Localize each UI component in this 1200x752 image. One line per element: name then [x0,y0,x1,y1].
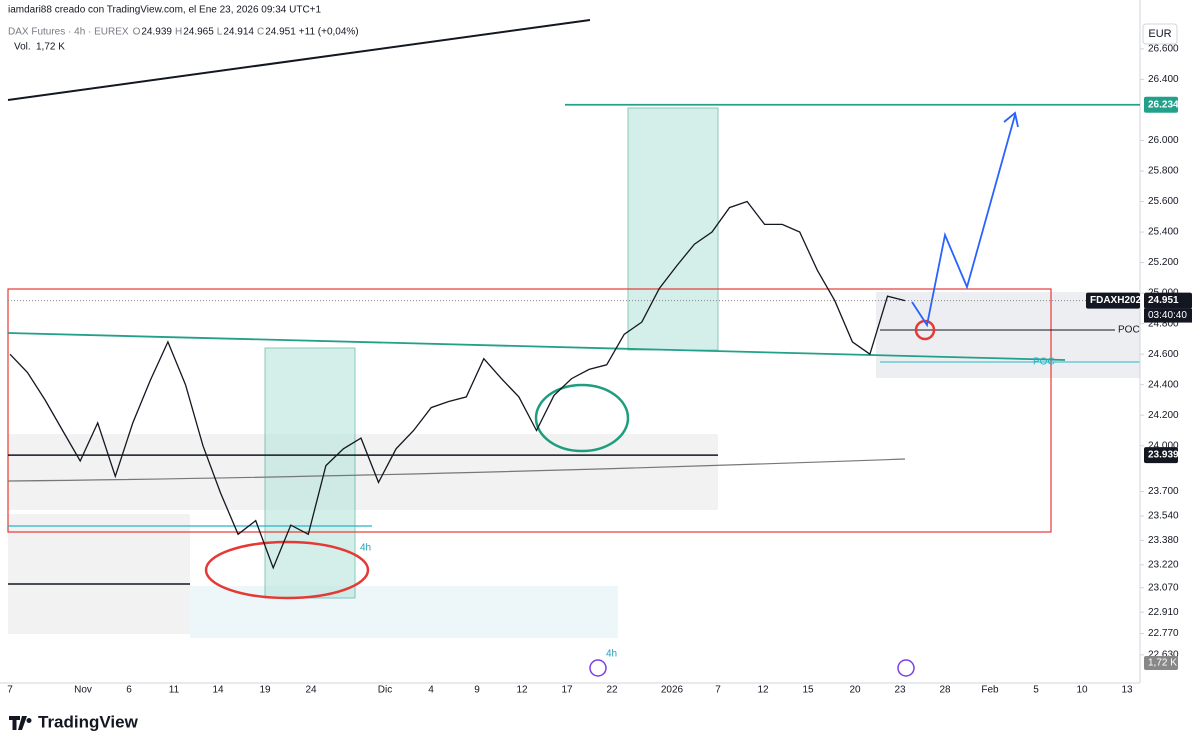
projection-box [264,347,356,599]
ohlc-value: 24.914 [223,27,254,38]
brand: TradingView [38,712,139,731]
time-tick-label: 13 [1121,685,1133,696]
ohlc-key: H [175,27,182,38]
time-tick-label: 19 [259,685,271,696]
symbol: DAX Futures · 4h · EUREX [8,27,129,38]
price-tick-label: 25.200 [1148,257,1179,268]
symbol-badge: FDAXH2026 [1090,295,1147,306]
ohlc-key: C [257,27,264,38]
time-tick-label: Dic [378,685,392,696]
highlight-ellipse [204,540,370,600]
support-badge: 23.939 [1148,450,1179,461]
price-tick-label: 24.000 [1148,440,1179,451]
currency: EUR [1148,28,1171,40]
time-tick-label: 6 [126,685,132,696]
time-tick-label: 7 [7,685,13,696]
price-tick-label: 23.070 [1148,582,1179,593]
time-tick-label: 28 [939,685,951,696]
price-tick-label: 22.630 [1148,650,1179,661]
price-tick-label: 23.540 [1148,511,1179,522]
time-tick-label: Feb [981,685,999,696]
volume-badge: 1,72 K [1148,658,1177,669]
support-badge-bg [1144,447,1178,464]
range-zone [190,586,618,638]
time-tick-label: 22 [606,685,618,696]
trend-line [7,19,591,101]
range-zone [8,514,190,634]
price-tick-label: 23.380 [1148,535,1179,546]
volume-value: 1,72 K [36,42,65,53]
attribution: iamdari88 creado con TradingView.com, el… [8,5,322,16]
poc-label: POC [1118,325,1140,336]
currency-box[interactable] [1142,23,1178,45]
target-badge: 26.234 [1148,99,1179,110]
time-tick-label: 11 [169,685,180,696]
price-tick-label: 24.600 [1148,349,1179,360]
time-tick-label: 7 [715,685,721,696]
brand-logo [9,716,32,730]
price-tick-label: 23.220 [1148,559,1179,570]
ohlc-key: L [217,27,223,38]
price-tick-label: 24.200 [1148,410,1179,421]
timeframe-label: 4h [606,649,617,660]
change: +11 (+0,04%) [299,27,359,38]
time-tick-label: Nov [74,685,92,696]
price-tick-label: 22.910 [1148,607,1179,618]
timeframe-label: 4h [360,543,371,554]
time-tick-label: 4 [428,685,434,696]
time-tick-label: 9 [474,685,480,696]
time-tick-label: 12 [757,685,769,696]
price-tick-label: 22.770 [1148,628,1179,639]
ohlc-value: 24.939 [141,27,172,38]
volume-badge-bg [1144,656,1178,670]
projection-box [627,107,719,351]
price-line [9,200,906,570]
symbol-badge-bg [1086,292,1140,309]
price-tick-label: 25.400 [1148,227,1179,238]
countdown-bg [1144,308,1192,323]
price-tick-label: 25.800 [1148,166,1179,177]
time-tick-label: 2026 [661,685,684,696]
ohlc-value: 24.951 [265,27,296,38]
event-icon[interactable] [897,659,915,677]
price-tick-label: 25.600 [1148,196,1179,207]
projection-arrow [911,111,1019,328]
price-tick-label: 26.000 [1148,135,1179,146]
poc-label: POC [1033,357,1055,368]
last-price-badge: 24.951 [1148,295,1179,306]
price-tick-label: 24.400 [1148,379,1179,390]
time-tick-label: 10 [1076,685,1088,696]
time-tick-label: 23 [894,685,906,696]
range-box [7,288,1052,533]
ohlc-key: O [133,27,141,38]
ohlc-value: 24.965 [183,27,214,38]
price-tick-label: 26.600 [1148,43,1179,54]
moving-average [7,458,906,482]
event-icon[interactable] [589,659,607,677]
time-tick-label: 14 [212,685,224,696]
price-tick-label: 26.400 [1148,74,1179,85]
trend-line [7,332,1066,361]
range-zone [8,434,718,510]
highlight-ellipse [534,383,630,453]
time-tick-label: 12 [516,685,528,696]
last-price-badge-bg [1144,292,1192,309]
target-badge-bg [1144,96,1178,113]
time-tick-label: 20 [849,685,861,696]
price-tick-label: 23.700 [1148,486,1179,497]
time-tick-label: 24 [305,685,317,696]
time-tick-label: 5 [1033,685,1039,696]
price-tick-label: 24.800 [1148,318,1179,329]
time-tick-label: 15 [802,685,814,696]
volume-key: Vol. [14,42,31,53]
countdown: 03:40:40 [1148,310,1187,321]
time-tick-label: 17 [561,685,573,696]
